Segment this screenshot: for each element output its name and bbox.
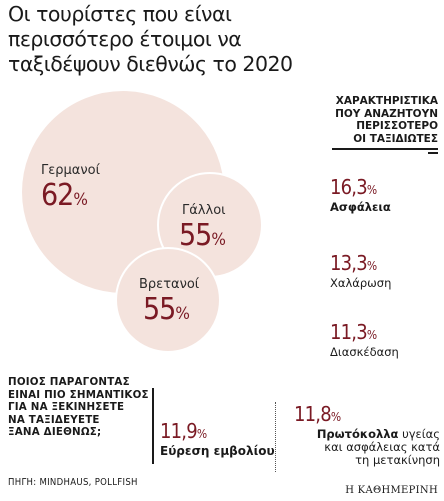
publisher-logo: Η ΚΑΘΗΜΕΡΙΝΗ [345,485,438,496]
factor-vaccine: 11,9% Εύρεση εμβολίου [160,419,280,458]
title-line-3: ταξιδέψουν διεθνώς το 2020 [8,52,293,76]
bubble-value-number: 62 [41,178,74,213]
bubble-label-germans: Γερμανοί 62% [41,163,100,213]
bubble-value-pct: % [73,190,88,210]
factor-value: 11,8% [294,402,440,426]
characteristics-header-line: ΠΟΥ ΑΝΑΖΗΤΟΥΝ [335,107,438,120]
characteristic-label: Ασφάλεια [330,200,391,214]
factor-label: Εύρεση εμβολίου [160,444,275,458]
bubble-value-pct: % [175,304,190,324]
characteristic-value-pct: % [366,328,378,342]
characteristic-value-pct: % [366,183,378,197]
factor-value-number: 11,9 [160,419,198,443]
characteristics-header-line: ΠΕΡΙΣΣΟΤΕΡΟ [356,120,438,132]
bubble-value: 55% [179,218,226,253]
title-line-2: περισσότερο έτοιμοι να [8,27,242,51]
factor-label-line: και ασφάλειας κατά [324,440,440,454]
factor-label-rest: υγείας [398,427,440,441]
characteristic-value: 16,3% [330,175,438,199]
characteristic-label: Χαλάρωση [330,276,392,290]
characteristics-header-line: ΧΑΡΑΚΤΗΡΙΣΤΙΚΑ [335,95,438,107]
characteristics-header-line: ΟΙ ΤΑΞΙΔΙΩΤΕΣ [353,132,438,145]
question-line: ΞΑΝΑ ΔΙΕΘΝΩΣ; [8,426,102,439]
header-divider [332,148,438,150]
characteristic-safety: 16,3% Ασφάλεια [330,175,438,214]
bubble-value: 55% [143,292,199,327]
question-line: ΝΑ ΤΑΞΙΔΕΥΕΤΕ [8,413,100,426]
question-line: ΓΙΑ ΝΑ ΞΕΚΙΝΗΣΕΤΕ [8,401,125,414]
bubble-label-british: Βρετανοί 55% [139,277,199,327]
characteristic-value-number: 13,3 [330,251,368,275]
characteristic-value: 11,3% [330,320,438,344]
bubble-name: Γάλλοι [182,203,226,218]
bubble-british [115,247,221,353]
bubble-value-pct: % [211,230,226,250]
bubble-value: 62% [41,178,100,213]
question-line: ΕΙΝΑΙ ΠΙΟ ΣΗΜΑΝΤΙΚΟΣ [8,388,149,401]
header-divider-tick [428,152,438,154]
source-note: ΠΗΓΗ: MINDHAUS, POLLFISH [8,477,138,488]
factor-label: Πρωτόκολλα υγείας και ασφάλειας κατά τη … [290,428,440,467]
factor-label-line: τη μετακίνηση [355,453,440,467]
bubble-label-french: Γάλλοι 55% [179,203,226,253]
bubble-name: Βρετανοί [139,277,200,292]
bubble-value-number: 55 [179,218,212,253]
factor-separator [275,402,276,472]
question-text: ΠΟΙΟΣ ΠΑΡΑΓΟΝΤΑΣ ΕΙΝΑΙ ΠΙΟ ΣΗΜΑΝΤΙΚΟΣ ΓΙ… [8,376,158,439]
question-divider [152,388,154,464]
factor-value-pct: % [330,410,342,424]
factor-label-bold: Πρωτόκολλα [316,427,399,441]
characteristic-relaxation: 13,3% Χαλάρωση [330,251,438,290]
characteristics-header: ΧΑΡΑΚΤΗΡΙΣΤΙΚΑ ΠΟΥ ΑΝΑΖΗΤΟΥΝ ΠΕΡΙΣΣΟΤΕΡΟ… [308,95,438,145]
factor-value-number: 11,8 [294,402,332,426]
characteristic-value: 13,3% [330,251,438,275]
characteristic-fun: 11,3% Διασκέδαση [330,320,438,359]
bubble-name: Γερμανοί [41,163,100,178]
bubble-value-number: 55 [143,292,176,327]
title-line-1: Οι τουρίστες που είναι [8,2,232,26]
characteristic-value-number: 16,3 [330,175,368,199]
question-line: ΠΟΙΟΣ ΠΑΡΑΓΟΝΤΑΣ [8,376,130,388]
characteristic-value-pct: % [366,259,378,273]
factor-value: 11,9% [160,419,280,443]
characteristic-value-number: 11,3 [330,320,368,344]
chart-title: Οι τουρίστες που είναι περισσότερο έτοιμ… [8,2,438,77]
factor-value-pct: % [196,427,208,441]
characteristic-label: Διασκέδαση [330,345,399,359]
factor-protocols: 11,8% Πρωτόκολλα υγείας και ασφάλειας κα… [290,402,440,467]
